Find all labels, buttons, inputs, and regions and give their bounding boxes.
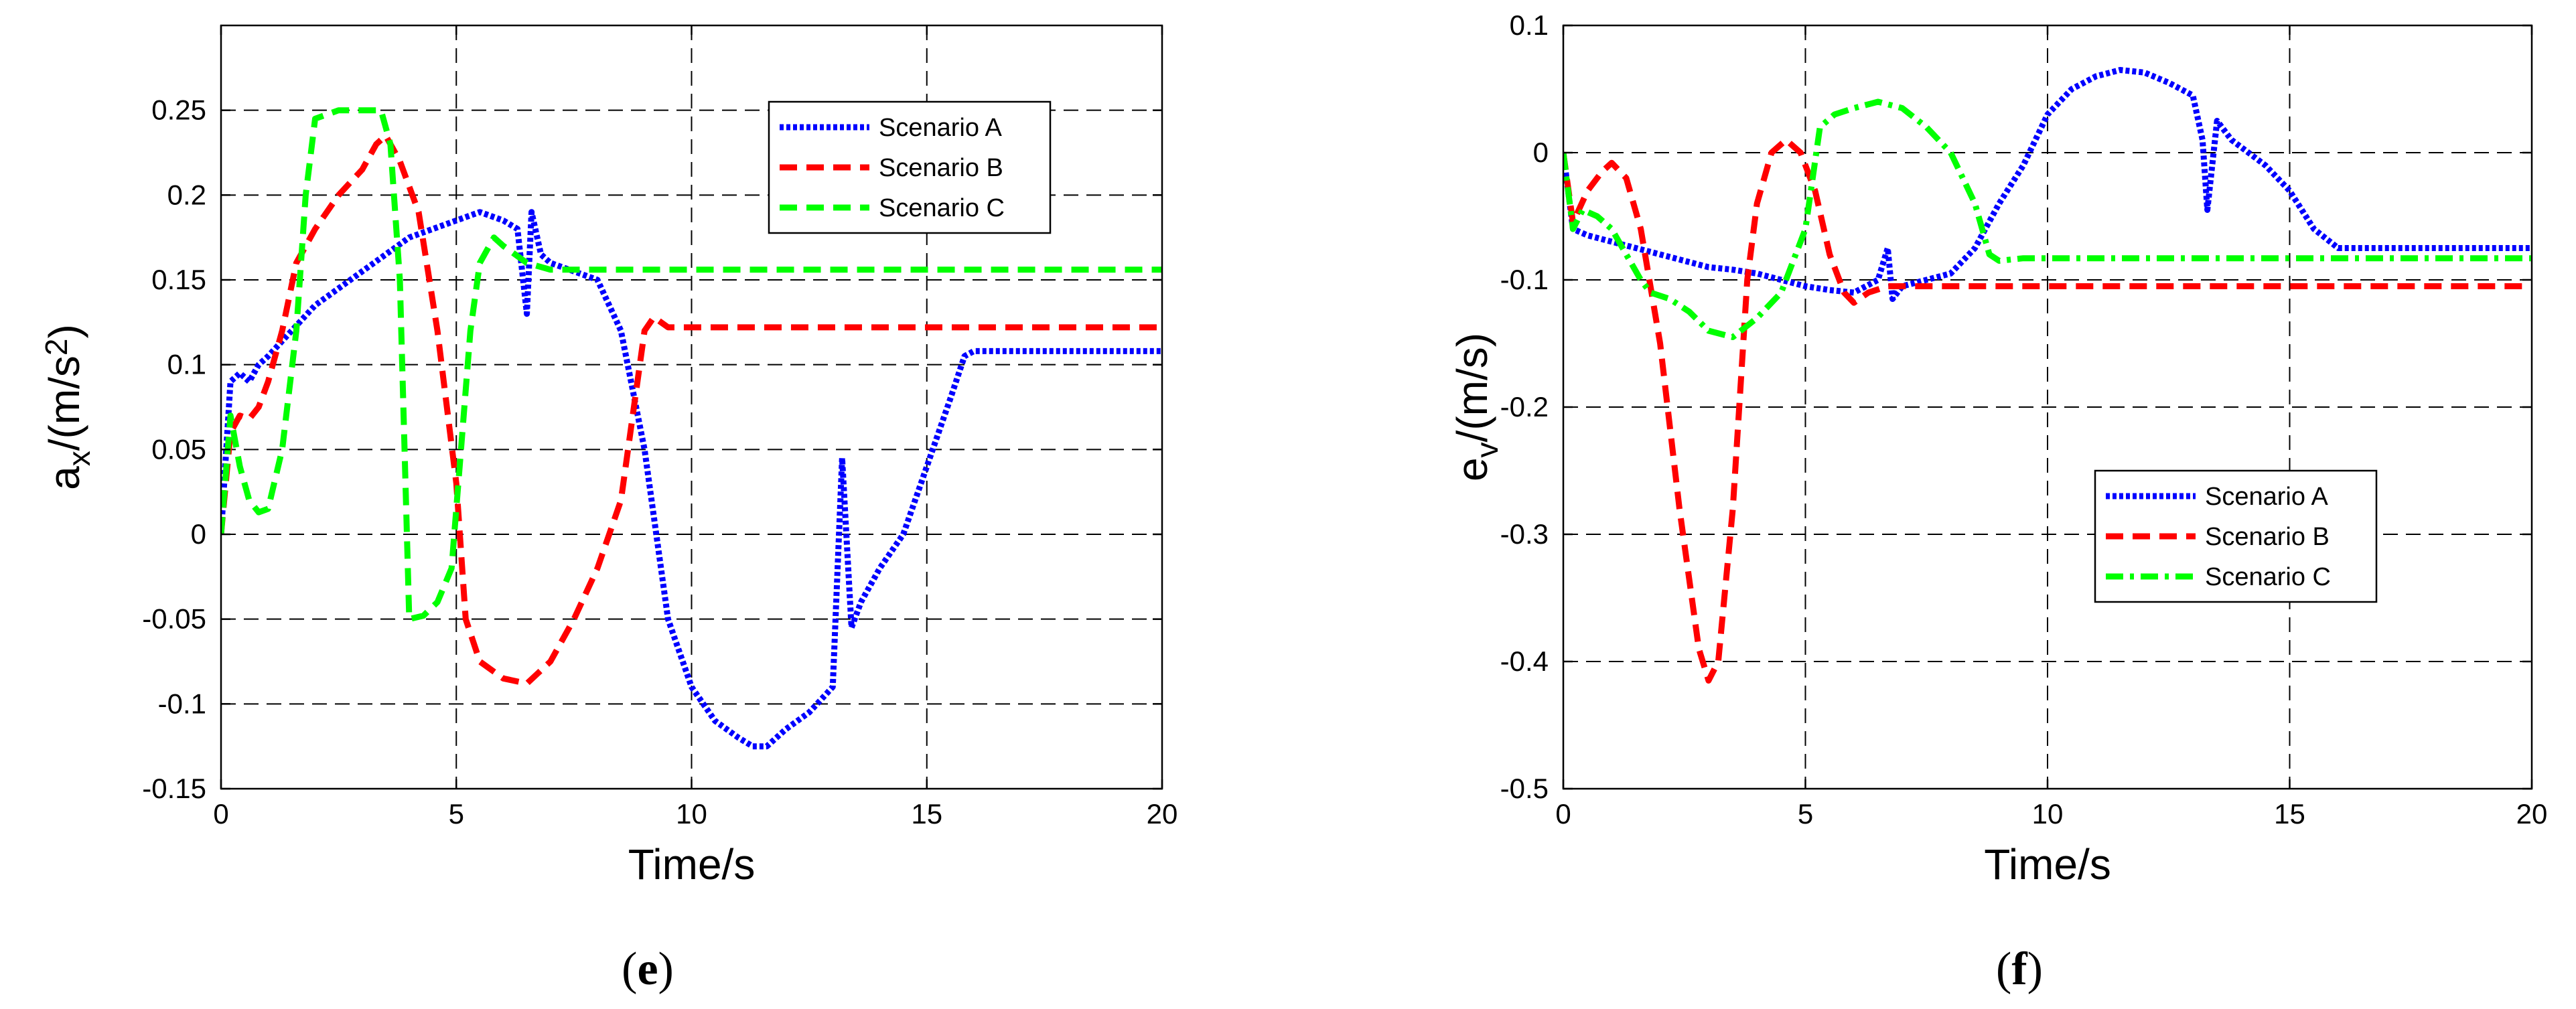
panel-label-open: (: [1996, 943, 2011, 995]
legend-label: Scenario A: [2205, 483, 2328, 511]
y-tick-label: 0.15: [151, 264, 206, 295]
x-axis-label: Time/s: [628, 840, 756, 888]
y-label-superscript: 2: [39, 338, 74, 356]
y-tick-label: -0.05: [142, 603, 206, 635]
panel-label-close: ): [2027, 943, 2043, 995]
y-label-subscript: v: [1470, 442, 1504, 457]
legend-label: Scenario A: [879, 114, 1002, 142]
chart-f: 0 5 10 15 20 -0.5 -0.4 -0.3 -0.2 -0.1 0 0.1 Time/s ev…: [1448, 9, 2547, 995]
y-label-subscript: x: [62, 451, 96, 466]
x-tick-label: 20: [1147, 798, 1178, 830]
ticks: 0 5 10 15 20 -0.5 -0.4 -0.3 -0.2 -0.1 0 0.1: [1500, 9, 2548, 830]
y-tick-label: -0.4: [1500, 645, 1549, 677]
y-tick-label: -0.1: [1500, 264, 1549, 295]
y-axis-label: ev/(m/s): [1448, 333, 1504, 481]
legend-label: Scenario B: [879, 154, 1003, 182]
y-tick-label: -0.3: [1500, 518, 1549, 550]
y-tick-label: 0: [1533, 137, 1549, 168]
x-tick-label: 15: [911, 798, 942, 830]
series-line-scenario-c: [221, 107, 1162, 623]
y-axis-label: ax/(m/s2): [39, 324, 96, 490]
panel-label-letter: f: [2011, 943, 2027, 995]
y-tick-label: 0.25: [151, 94, 206, 126]
x-tick-label: 5: [1798, 798, 1813, 830]
y-label-rest: /(m/s): [1448, 333, 1496, 443]
series-line-scenario-b: [221, 133, 1162, 687]
y-label-rest: /(m/s: [40, 356, 88, 451]
x-tick-label: 0: [1555, 798, 1571, 830]
legend-label: Scenario B: [2205, 523, 2330, 551]
panel-label: (e): [622, 943, 674, 995]
y-label-close: ): [40, 324, 88, 338]
y-tick-label: 0: [191, 518, 206, 550]
panel-label-close: ): [658, 943, 674, 995]
ticks: 0 5 10 15 20 -0.15 -0.1 -0.05 0 0.05 0.1 0.15 0.2 0.2…: [142, 25, 1177, 830]
series-group: [1563, 67, 2532, 684]
x-tick-label: 10: [676, 798, 707, 830]
y-tick-label: -0.1: [158, 688, 206, 719]
y-tick-label: -0.2: [1500, 391, 1549, 422]
y-tick-label: -0.15: [142, 773, 206, 804]
panel-label-letter: e: [637, 943, 658, 995]
series-line-scenario-c: [1563, 98, 2532, 340]
y-tick-label: -0.5: [1500, 773, 1549, 804]
x-tick-label: 20: [2516, 798, 2548, 830]
panel-label-open: (: [622, 943, 637, 995]
legend-label: Scenario C: [879, 194, 1005, 222]
series-group: [221, 107, 1162, 750]
x-tick-label: 0: [213, 798, 228, 830]
chart-e: 0 5 10 15 20 -0.15 -0.1 -0.05 0 0.05 0.1 0.15 0.2 0.2…: [39, 24, 1177, 995]
x-tick-label: 10: [2032, 798, 2064, 830]
x-tick-label: 5: [449, 798, 464, 830]
legend-label: Scenario C: [2205, 563, 2331, 591]
y-label-base: e: [1448, 457, 1496, 481]
legend: Scenario A Scenario B Scenario C: [768, 100, 1052, 234]
x-tick-label: 15: [2274, 798, 2305, 830]
series-line-scenario-a: [221, 209, 1162, 750]
y-label-base: a: [40, 466, 88, 490]
y-tick-label: 0.1: [1510, 9, 1549, 41]
series-line-scenario-b: [1563, 137, 2532, 684]
panel-label: (f): [1996, 943, 2043, 995]
x-axis-label: Time/s: [1984, 840, 2111, 888]
legend: Scenario A Scenario B Scenario C: [2094, 469, 2378, 603]
y-tick-label: 0.1: [167, 349, 206, 380]
series-line-scenario-a: [1563, 67, 2532, 302]
y-tick-label: 0.2: [167, 179, 206, 210]
y-tick-label: 0.05: [151, 433, 206, 465]
